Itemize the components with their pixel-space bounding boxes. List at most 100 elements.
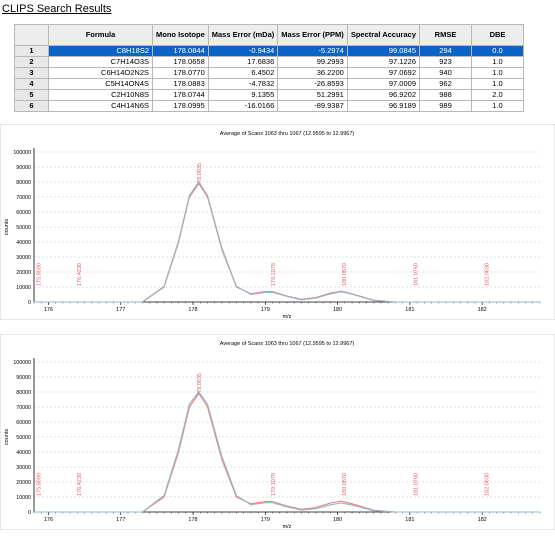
- data-point: [178, 448, 179, 450]
- peak-label: 181.0760: [413, 263, 419, 286]
- y-tick-label: 10000: [16, 285, 31, 291]
- cell-index: 4: [14, 78, 49, 90]
- column-header-dbe[interactable]: DBE: [471, 24, 524, 46]
- data-point: [272, 291, 273, 292]
- table-row[interactable]: 2 C7H14O3S 178.0658 17.6836 99.2993 97.1226 92…: [14, 56, 524, 68]
- cell-mono-isotope: 178.0744: [152, 89, 209, 101]
- y-tick-label: 50000: [16, 225, 31, 231]
- cell-spectral-accuracy: 97.1226: [346, 56, 421, 68]
- cell-mono-isotope: 178.0770: [152, 67, 209, 79]
- data-point: [178, 240, 179, 241]
- cell-mono-isotope: 178.0658: [152, 56, 209, 68]
- table-row[interactable]: 6 C4H14N6S 178.0995 -16.0166 -89.9387 96.9189…: [14, 100, 524, 112]
- data-point: [33, 511, 35, 513]
- column-header-mass-error-ppm[interactable]: Mass Error (PPM): [277, 24, 348, 46]
- cell-spectral-accuracy: 97.0009: [346, 78, 421, 90]
- data-point: [330, 504, 331, 506]
- peak-label: 178.0835: [197, 373, 203, 396]
- x-tick-label: 177: [116, 517, 125, 523]
- data-point: [189, 403, 190, 405]
- data-point: [330, 292, 331, 294]
- data-point: [33, 301, 35, 303]
- data-point: [250, 503, 252, 505]
- data-point: [272, 502, 273, 504]
- peak-label: 181.0760: [413, 473, 419, 496]
- cell-mass-error-mda: 6.4502: [207, 67, 279, 79]
- x-tick-label: 176: [44, 517, 53, 523]
- data-point: [236, 496, 237, 498]
- data-point: [264, 291, 266, 293]
- data-point: [221, 456, 223, 457]
- column-header-mono-isotope[interactable]: Mono Isotope: [152, 24, 209, 46]
- x-tick-label: 181: [405, 517, 414, 523]
- cell-dbe: 1.0: [471, 78, 524, 90]
- cell-mass-error-ppm: 51.2991: [277, 89, 348, 101]
- y-tick-label: 90000: [16, 375, 31, 381]
- data-point: [163, 496, 165, 498]
- table-row[interactable]: 1 C8H18S2 178.0844 -0.9434 -5.2974 99.0845 294…: [14, 45, 524, 57]
- y-tick-label: 80000: [16, 180, 31, 186]
- data-point: [373, 510, 375, 512]
- chart-title: Average of Scans 1063 thru 1067 (12.9595…: [220, 131, 355, 137]
- data-point: [264, 501, 266, 502]
- data-point: [142, 301, 143, 303]
- table-row[interactable]: 5 C2H10N8S 178.0744 9.1355 51.2991 96.9202 988…: [14, 89, 524, 101]
- y-tick-label: 70000: [16, 405, 31, 411]
- data-point: [351, 293, 353, 295]
- cell-rmse: 988: [419, 89, 472, 101]
- cell-rmse: 940: [419, 67, 472, 79]
- y-tick-label: 70000: [16, 195, 31, 201]
- x-tick-label: 181: [405, 307, 414, 313]
- table-row[interactable]: 3 C6H14O2N2S 178.0770 6.4502 36.2200 97.0692 9…: [14, 67, 524, 79]
- cell-rmse: 923: [419, 56, 472, 68]
- column-header-formula[interactable]: Formula: [48, 24, 153, 46]
- data-point: [178, 451, 179, 453]
- cell-index: 6: [14, 100, 49, 112]
- column-header-mass-error-mda[interactable]: Mass Error (mDa): [207, 24, 279, 46]
- peak-label: 179.1078: [271, 263, 277, 286]
- cell-mono-isotope: 178.0995: [152, 100, 209, 112]
- y-tick-label: 30000: [16, 255, 31, 261]
- y-tick-label: 0: [28, 300, 31, 306]
- peak-label: 175.8590: [36, 263, 42, 286]
- cell-mass-error-ppm: -26.8593: [277, 78, 348, 90]
- cell-dbe: 1.0: [471, 100, 524, 112]
- cell-mass-error-ppm: -89.9387: [277, 100, 348, 112]
- y-tick-label: 30000: [16, 465, 31, 471]
- x-tick-label: 179: [261, 517, 270, 523]
- x-tick-label: 177: [116, 307, 125, 313]
- column-header-spectral-accuracy[interactable]: Spectral Accuracy: [346, 24, 421, 46]
- column-header-rmse[interactable]: RMSE: [419, 24, 472, 46]
- table-row[interactable]: 4 C5H14ON4S 178.0883 -4.7832 -26.8593 97.0009…: [14, 78, 524, 90]
- cell-rmse: 962: [419, 78, 472, 90]
- cell-formula: C4H14N6S: [48, 100, 153, 112]
- cell-formula: C6H14O2N2S: [48, 67, 153, 79]
- data-point: [250, 294, 252, 295]
- chart-frame: [0, 124, 555, 320]
- data-point: [163, 495, 165, 496]
- cell-index: 5: [14, 89, 49, 101]
- spectrum-chart-2[interactable]: Average of Scans 1063 thru 1067 (12.9595…: [0, 334, 555, 530]
- cell-mass-error-ppm: -5.2974: [277, 45, 348, 57]
- y-tick-label: 60000: [16, 420, 31, 426]
- data-point: [264, 291, 266, 292]
- cell-index: 2: [14, 56, 49, 68]
- spectrum-chart-1[interactable]: Average of Scans 1063 thru 1067 (12.9595…: [0, 124, 555, 320]
- cell-index: 1: [14, 45, 49, 57]
- data-point: [330, 502, 331, 504]
- chart-frame: [0, 334, 555, 530]
- column-header-index[interactable]: [14, 24, 49, 46]
- peak-label: 176.4230: [77, 263, 83, 286]
- data-point: [315, 507, 317, 508]
- x-tick-label: 178: [188, 307, 197, 313]
- y-tick-label: 50000: [16, 435, 31, 441]
- data-point: [163, 285, 165, 287]
- data-point: [351, 504, 353, 506]
- data-point: [272, 291, 273, 293]
- peak-label: 178.0835: [197, 163, 203, 186]
- cell-rmse: 294: [419, 45, 472, 57]
- y-tick-label: 40000: [16, 450, 31, 456]
- cell-mono-isotope: 178.0883: [152, 78, 209, 90]
- y-tick-label: 20000: [16, 270, 31, 276]
- data-point: [286, 296, 288, 297]
